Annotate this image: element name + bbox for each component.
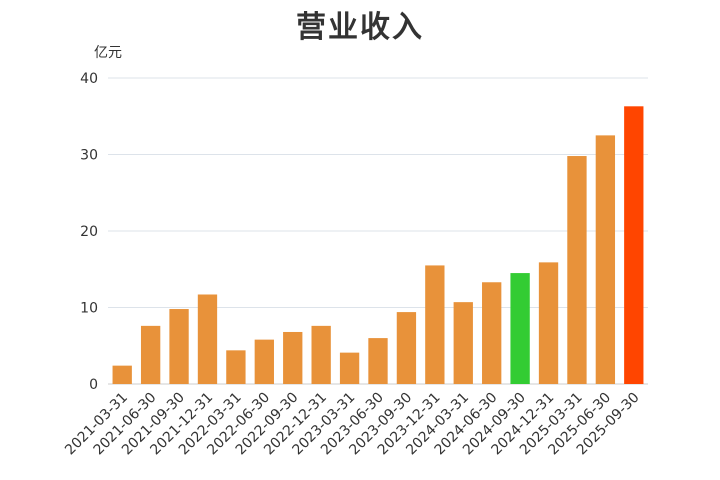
bar-2022-12-31 (311, 325, 331, 384)
bar-2025-09-30 (624, 106, 644, 385)
y-tick-label: 20 (80, 224, 98, 240)
bar-2021-06-30 (140, 325, 161, 384)
bar-2023-03-31 (339, 352, 360, 384)
bar-2024-06-30 (482, 282, 502, 384)
bar-2023-09-30 (396, 312, 417, 384)
bar-2021-09-30 (169, 309, 189, 384)
bar-2023-06-30 (368, 338, 388, 384)
bar-2024-09-30 (510, 273, 530, 384)
bar-2022-09-30 (283, 331, 303, 384)
bar-2021-03-31 (112, 365, 132, 384)
bar-2025-03-31 (567, 156, 587, 384)
bar-2025-06-30 (595, 135, 616, 384)
y-tick-label: 10 (80, 301, 98, 317)
bar-2023-12-31 (425, 265, 445, 384)
bar-2022-03-31 (226, 350, 246, 384)
y-tick-label: 30 (80, 148, 98, 164)
chart-title: 营业收入 (296, 10, 424, 45)
bars (112, 106, 644, 385)
bar-2022-06-30 (254, 339, 274, 384)
bar-2024-12-31 (538, 262, 559, 384)
y-tick-label: 0 (89, 377, 98, 393)
y-tick-label: 40 (80, 71, 98, 87)
y-axis-unit: 亿元 (94, 45, 122, 61)
bar-2024-03-31 (453, 302, 473, 384)
x-axis-ticks: 2021-03-312021-06-302021-09-302021-12-31… (62, 390, 642, 459)
bar-2021-12-31 (197, 294, 218, 384)
y-axis-ticks: 0 10 20 30 40 (80, 71, 98, 393)
